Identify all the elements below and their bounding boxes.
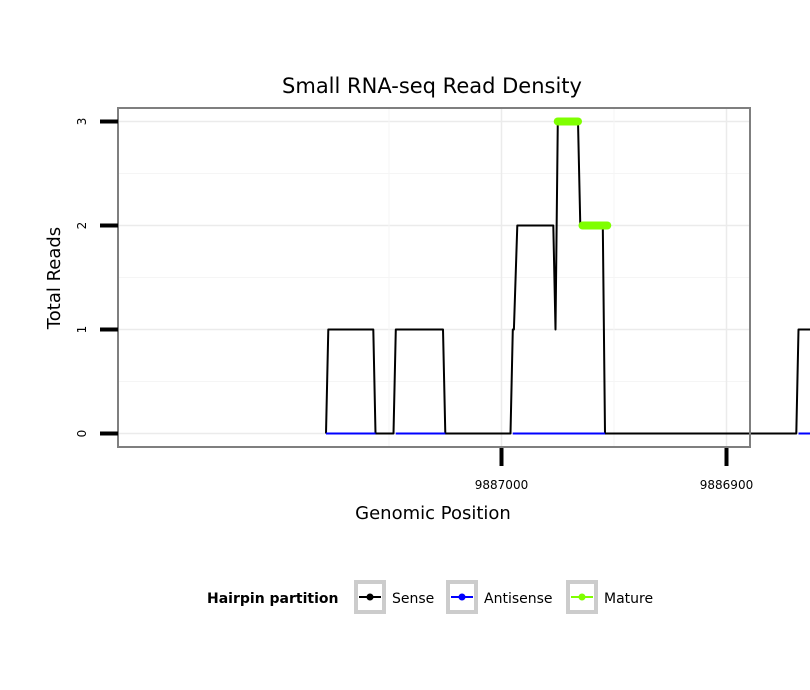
legend-key-dot bbox=[366, 593, 374, 601]
chart-title: Small RNA-seq Read Density bbox=[282, 74, 582, 98]
legend-key-dot bbox=[458, 593, 466, 601]
panel-border bbox=[117, 107, 751, 448]
legend-label-sense: Sense bbox=[392, 591, 434, 607]
y-axis-title: Total Reads bbox=[44, 227, 65, 330]
x-axis-title: Genomic Position bbox=[355, 503, 511, 524]
legend-title: Hairpin partition bbox=[207, 591, 338, 607]
legend-key-box bbox=[566, 580, 598, 614]
legend-key-dot bbox=[578, 593, 586, 601]
x-tick-label-9886900: 9886900 bbox=[700, 478, 753, 492]
x-tick-label-9887000: 9887000 bbox=[475, 478, 528, 492]
sense-line bbox=[325, 120, 810, 435]
legend-label-mature: Mature bbox=[604, 591, 653, 607]
legend: Hairpin partition Sense Antisense Mature bbox=[207, 580, 653, 614]
legend-item-mature: Mature bbox=[566, 580, 653, 614]
y-tick-label-1: 1 bbox=[75, 326, 89, 334]
y-tick-label-0: 0 bbox=[75, 430, 89, 438]
axes: 0 1 2 3 9887000 9886900 bbox=[75, 118, 753, 492]
legend-item-sense: Sense bbox=[354, 580, 434, 614]
grid bbox=[119, 109, 749, 446]
y-tick-label-3: 3 bbox=[75, 118, 89, 126]
series-layer bbox=[325, 117, 810, 435]
y-tick-label-2: 2 bbox=[75, 222, 89, 230]
legend-item-antisense: Antisense bbox=[446, 580, 553, 614]
legend-label-antisense: Antisense bbox=[484, 591, 553, 607]
